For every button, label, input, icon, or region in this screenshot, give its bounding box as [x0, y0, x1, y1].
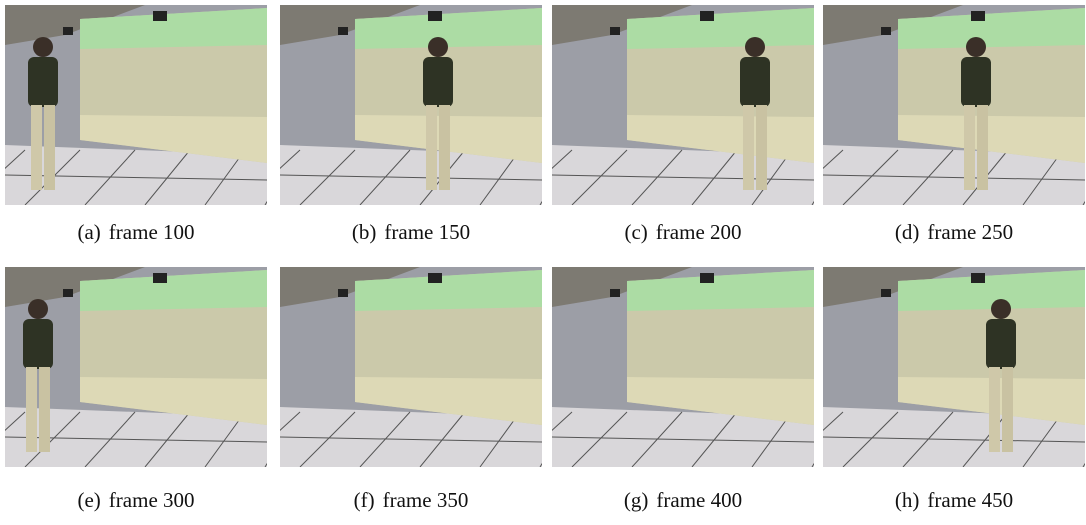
caption-text: frame 400	[656, 488, 742, 512]
caption: (g) frame 400	[552, 488, 814, 513]
speaker	[428, 273, 442, 283]
photo	[5, 5, 267, 205]
photo-panel	[823, 5, 1085, 205]
caption: (b) frame 150	[280, 220, 542, 245]
photo-panel	[280, 267, 542, 467]
panel-label: (e)	[77, 488, 100, 512]
figure: {"figure": {"panels": [ {"label": "(a)",…	[0, 0, 1086, 525]
caption: (e) frame 300	[5, 488, 267, 513]
caption: (f) frame 350	[280, 488, 542, 513]
caption-text: frame 100	[109, 220, 195, 244]
panel-label: (a)	[77, 220, 100, 244]
photo-panel	[280, 5, 542, 205]
caption-text: frame 250	[927, 220, 1013, 244]
photo	[552, 267, 814, 467]
panel-label: (f)	[354, 488, 375, 512]
caption-text: frame 350	[383, 488, 469, 512]
photo-panel	[552, 267, 814, 467]
panel-label: (c)	[624, 220, 647, 244]
caption: (a) frame 100	[5, 220, 267, 245]
speaker	[610, 289, 620, 297]
speaker	[153, 11, 167, 21]
caption-text: frame 150	[384, 220, 470, 244]
photo-panel	[5, 267, 267, 467]
speaker	[971, 11, 985, 21]
speaker	[700, 11, 714, 21]
speaker	[63, 289, 73, 297]
panel-label: (d)	[895, 220, 920, 244]
speaker	[153, 273, 167, 283]
photo	[5, 267, 267, 467]
caption: (h) frame 450	[823, 488, 1085, 513]
photo-panel	[552, 5, 814, 205]
photo	[823, 267, 1085, 467]
caption: (d) frame 250	[823, 220, 1085, 245]
speaker	[338, 289, 348, 297]
photo	[280, 267, 542, 467]
photo	[280, 5, 542, 205]
speaker	[428, 11, 442, 21]
caption: (c) frame 200	[552, 220, 814, 245]
speaker	[971, 273, 985, 283]
speaker	[881, 289, 891, 297]
caption-text: frame 200	[656, 220, 742, 244]
photo-panel	[823, 267, 1085, 467]
photo-panel	[5, 5, 267, 205]
speaker	[63, 27, 73, 35]
speaker	[338, 27, 348, 35]
caption-text: frame 450	[927, 488, 1013, 512]
speaker	[881, 27, 891, 35]
speaker	[610, 27, 620, 35]
panel-label: (b)	[352, 220, 377, 244]
caption-text: frame 300	[109, 488, 195, 512]
photo	[552, 5, 814, 205]
panel-label: (g)	[624, 488, 649, 512]
photo	[823, 5, 1085, 205]
panel-label: (h)	[895, 488, 920, 512]
speaker	[700, 273, 714, 283]
